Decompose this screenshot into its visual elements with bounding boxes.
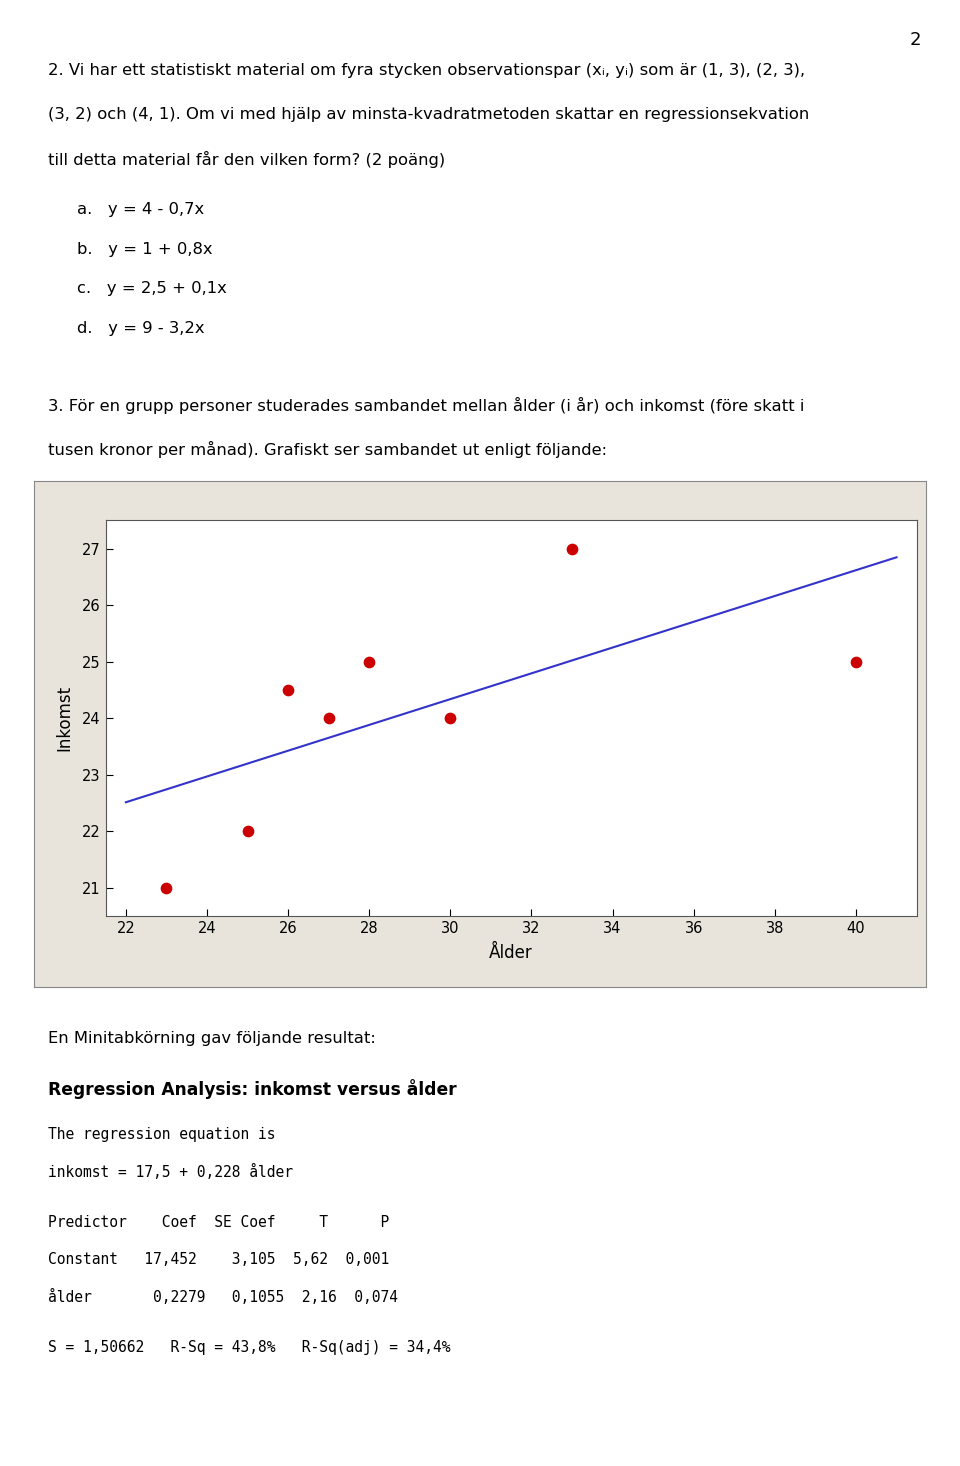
- Text: 3. För en grupp personer studerades sambandet mellan ålder (i år) och inkomst (f: 3. För en grupp personer studerades samb…: [48, 397, 804, 415]
- Point: [564, 537, 580, 560]
- X-axis label: Ålder: Ålder: [490, 944, 533, 963]
- Text: 2. Vi har ett statistiskt material om fyra stycken observationspar (xᵢ, yᵢ) som : 2. Vi har ett statistiskt material om fy…: [48, 63, 805, 78]
- Point: [362, 649, 377, 673]
- Text: Regression Analysis: inkomst versus ålder: Regression Analysis: inkomst versus ålde…: [48, 1079, 457, 1100]
- Point: [240, 819, 255, 843]
- Text: a.   y = 4 - 0,7x: a. y = 4 - 0,7x: [77, 202, 204, 217]
- Text: tusen kronor per månad). Grafiskt ser sambandet ut enligt följande:: tusen kronor per månad). Grafiskt ser sa…: [48, 441, 607, 459]
- Text: The regression equation is: The regression equation is: [48, 1127, 276, 1142]
- Text: Constant   17,452    3,105  5,62  0,001: Constant 17,452 3,105 5,62 0,001: [48, 1252, 389, 1267]
- Text: till detta material får den vilken form? (2 poäng): till detta material får den vilken form?…: [48, 151, 445, 169]
- Point: [321, 707, 336, 730]
- Y-axis label: Inkomst: Inkomst: [56, 685, 74, 752]
- Point: [158, 877, 174, 900]
- Text: Predictor    Coef  SE Coef     T      P: Predictor Coef SE Coef T P: [48, 1215, 389, 1230]
- Text: (3, 2) och (4, 1). Om vi med hjälp av minsta-kvadratmetoden skattar en regressio: (3, 2) och (4, 1). Om vi med hjälp av mi…: [48, 107, 809, 122]
- Text: En Minitabkörning gav följande resultat:: En Minitabkörning gav följande resultat:: [48, 1031, 375, 1045]
- Text: d.   y = 9 - 3,2x: d. y = 9 - 3,2x: [77, 321, 204, 336]
- Text: 2: 2: [910, 31, 922, 48]
- Point: [280, 679, 296, 702]
- Text: c.   y = 2,5 + 0,1x: c. y = 2,5 + 0,1x: [77, 281, 227, 296]
- Text: S = 1,50662   R-Sq = 43,8%   R-Sq(adj) = 34,4%: S = 1,50662 R-Sq = 43,8% R-Sq(adj) = 34,…: [48, 1340, 450, 1355]
- Text: b.   y = 1 + 0,8x: b. y = 1 + 0,8x: [77, 242, 212, 257]
- Text: inkomst = 17,5 + 0,228 ålder: inkomst = 17,5 + 0,228 ålder: [48, 1164, 293, 1180]
- Point: [849, 649, 864, 673]
- Text: ålder       0,2279   0,1055  2,16  0,074: ålder 0,2279 0,1055 2,16 0,074: [48, 1289, 398, 1305]
- Point: [443, 707, 458, 730]
